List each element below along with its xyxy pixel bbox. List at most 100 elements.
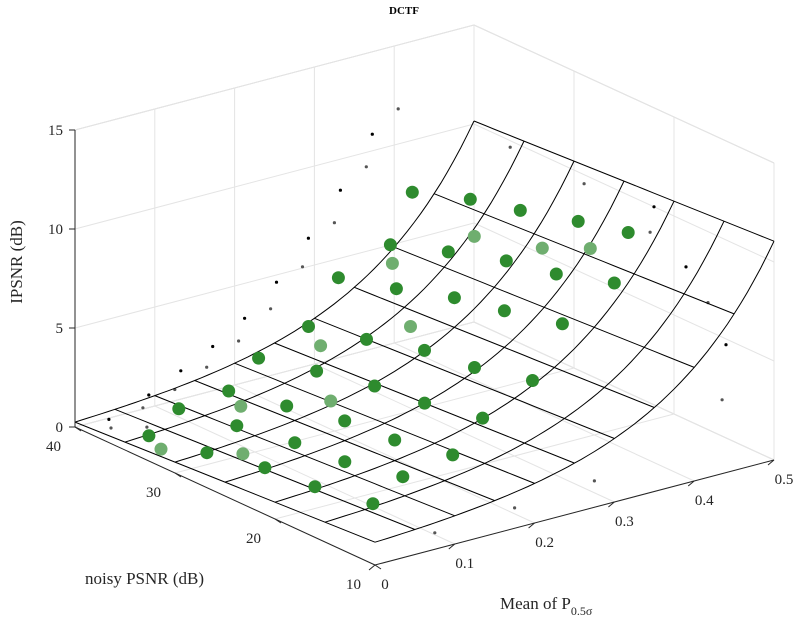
data-point-large (549, 267, 563, 281)
data-point-small (141, 406, 145, 410)
data-point-large (388, 433, 402, 447)
y-tick-mark (74, 426, 82, 432)
data-point-large (368, 379, 382, 393)
x-tick-label: 0.5 (775, 472, 794, 488)
data-point-small (109, 426, 113, 430)
z-gridline (74, 24, 475, 131)
x-axis-label-main: Mean of P (500, 594, 571, 613)
y-axis-label: noisy PSNR (dB) (85, 569, 204, 588)
data-point-large (360, 332, 373, 346)
data-point-small (300, 265, 305, 269)
z-tick-label: 5 (56, 321, 64, 337)
data-point-large (446, 448, 460, 462)
x-gridline (473, 321, 775, 461)
axes-back-panes (74, 24, 775, 461)
data-point-large (468, 361, 481, 374)
x-tick-label: 0.3 (615, 514, 634, 530)
data-point-large (338, 455, 352, 469)
data-point-large (200, 446, 214, 460)
scatter-points-back (107, 107, 728, 535)
z-gridline (473, 222, 775, 362)
data-point-large (513, 203, 527, 217)
data-point-small (720, 398, 724, 402)
surface-line-y (374, 240, 775, 543)
data-point-large (499, 254, 513, 268)
y-tick-label: 10 (346, 577, 361, 593)
data-point-large (383, 238, 397, 252)
axis-tick-labels: 0 0.1 0.2 0.3 0.4 0.5 10 20 30 40 0 5 10 15 (46, 123, 793, 593)
data-point-large (142, 429, 156, 443)
chart-title: DCTF (389, 5, 419, 17)
data-point-small (582, 182, 586, 186)
data-point-small (269, 307, 273, 311)
x-tick-label: 0 (381, 577, 389, 593)
z-gridline (74, 222, 475, 329)
x-tick-mark (528, 522, 535, 529)
x-tick-label: 0.2 (535, 535, 554, 551)
x-tick-label: 0.4 (695, 493, 714, 509)
data-point-large (314, 339, 328, 353)
data-point-large (418, 396, 432, 410)
data-point-large (583, 242, 597, 255)
data-point-small (306, 236, 310, 240)
data-point-small (243, 316, 247, 320)
data-point-large (302, 320, 315, 333)
z-axis-label: IPSNR (dB) (7, 220, 26, 304)
y-tick-mark (374, 564, 382, 570)
x-tick-mark (448, 543, 456, 550)
data-point-large (441, 245, 455, 259)
data-point-small (652, 205, 656, 209)
data-point-small (513, 506, 517, 510)
surface-line-y (74, 120, 475, 423)
data-point-large (497, 304, 511, 318)
y-gridline (274, 413, 675, 520)
fitted-surface (74, 120, 775, 543)
data-point-small (179, 369, 183, 373)
y-tick-mark (174, 472, 182, 478)
data-point-large (154, 442, 168, 456)
y-tick-label: 20 (246, 531, 261, 547)
data-point-large (555, 317, 569, 331)
data-point-small (433, 531, 437, 535)
data-point-large (526, 374, 539, 387)
data-point-large (234, 399, 248, 413)
x-tick-mark (608, 501, 615, 508)
data-point-small (508, 145, 512, 149)
x-tick-label: 0.1 (455, 556, 474, 572)
data-point-large (324, 394, 338, 408)
data-point-large (621, 226, 635, 239)
data-point-small (338, 188, 342, 192)
scatter-points-front (142, 185, 635, 511)
z-gridline (473, 24, 775, 164)
data-point-large (467, 229, 481, 243)
x-axis-label-subscript: 0.5σ (571, 604, 593, 618)
data-point-small (684, 265, 688, 269)
grid-lines (74, 24, 775, 566)
data-point-small (205, 365, 209, 369)
data-point-small (364, 165, 368, 169)
x-tick-mark (687, 480, 695, 487)
data-point-large (308, 480, 322, 494)
z-gridline (74, 123, 475, 230)
x-gridline (393, 342, 695, 482)
data-point-large (418, 343, 431, 357)
data-point-large (389, 282, 403, 296)
data-point-large (571, 214, 585, 228)
data-point-small (145, 425, 149, 429)
y-tick-label: 30 (146, 485, 161, 501)
z-tick-label: 0 (56, 420, 64, 436)
data-point-small (147, 393, 151, 397)
data-point-large (405, 185, 419, 199)
data-point-large (338, 414, 352, 428)
data-point-large (396, 470, 410, 484)
data-point-small (107, 417, 111, 421)
data-point-small (237, 339, 241, 343)
surface-line-y (124, 140, 525, 443)
data-point-small (396, 107, 400, 111)
x-gridline (154, 405, 456, 545)
data-point-small (332, 221, 336, 225)
axes-front-edges (69, 129, 775, 571)
data-point-large (280, 399, 294, 413)
data-point-large (535, 241, 549, 255)
